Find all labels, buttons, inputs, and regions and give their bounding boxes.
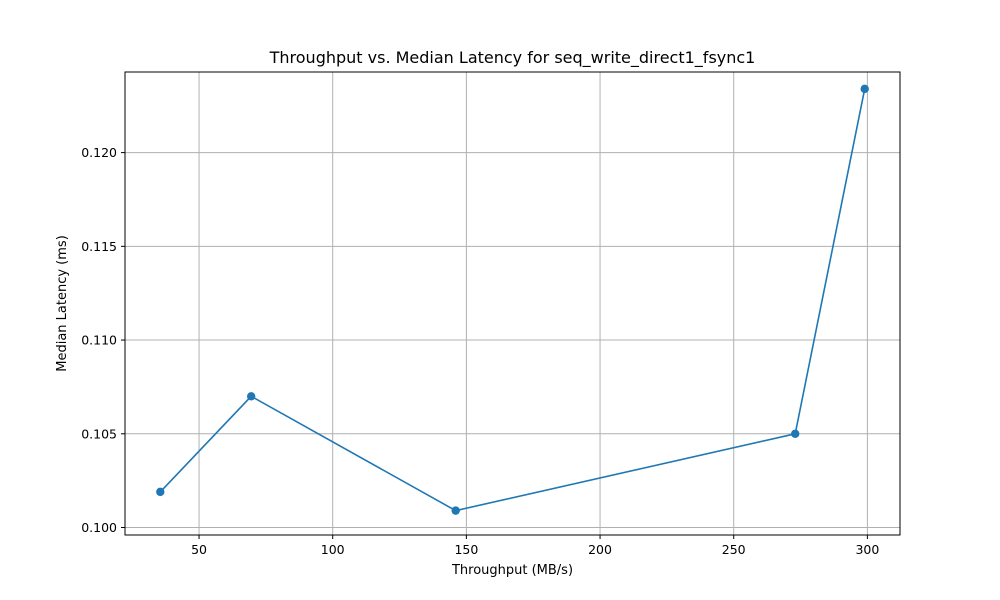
x-tick-label: 300 bbox=[855, 542, 879, 557]
data-series bbox=[156, 84, 869, 515]
data-point bbox=[156, 487, 165, 497]
y-tick-label: 0.100 bbox=[81, 520, 117, 535]
y-tick-label: 0.115 bbox=[81, 239, 117, 254]
plot-frame bbox=[124, 71, 901, 536]
data-point bbox=[860, 84, 869, 94]
y-tick-label: 0.120 bbox=[81, 145, 117, 160]
data-point bbox=[451, 506, 460, 515]
grid-lines bbox=[125, 72, 900, 535]
x-tick-label: 150 bbox=[454, 542, 478, 557]
chart-title: Throughput vs. Median Latency for seq_wr… bbox=[269, 48, 756, 68]
y-tick-label: 0.105 bbox=[81, 426, 117, 441]
x-tick-label: 200 bbox=[588, 542, 612, 557]
x-tick-label: 100 bbox=[321, 542, 345, 557]
data-point bbox=[791, 429, 800, 438]
data-point bbox=[246, 392, 256, 401]
x-axis-label: Throughput (MB/s) bbox=[451, 563, 573, 578]
y-tick-label: 0.110 bbox=[81, 333, 117, 348]
axis-ticks: 50 100 150 200 250 300 0.100 0.105 0.110 0.115 0.1… bbox=[81, 145, 879, 557]
x-tick-label: 250 bbox=[722, 542, 746, 557]
x-tick-label: 50 bbox=[191, 542, 207, 557]
y-axis-label: Median Latency (ms) bbox=[55, 235, 70, 372]
